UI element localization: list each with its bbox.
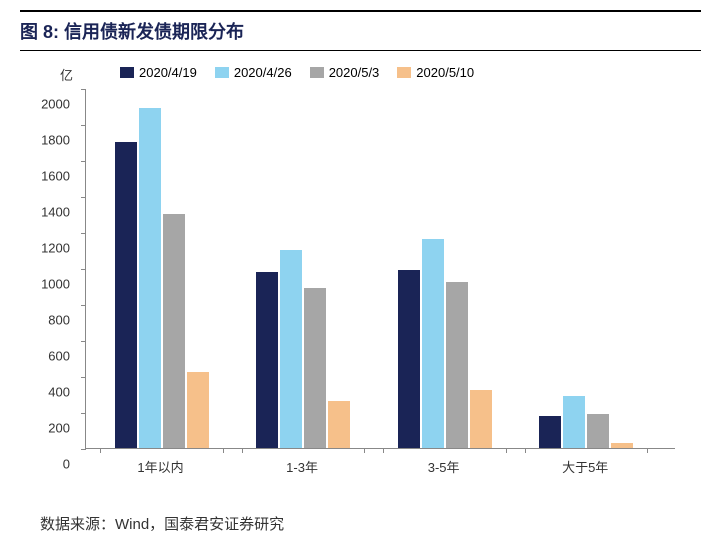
bar: [163, 214, 185, 448]
bar: [280, 250, 302, 448]
y-tick-label: 1400: [30, 205, 70, 220]
y-tick-label: 2000: [30, 97, 70, 112]
bar: [470, 390, 492, 448]
bar: [563, 396, 585, 448]
legend: 2020/4/19 2020/4/26 2020/5/3 2020/5/10: [120, 65, 474, 80]
x-category-label: 大于5年: [562, 457, 608, 476]
bar: [139, 108, 161, 448]
bar: [304, 288, 326, 448]
bar: [398, 270, 420, 448]
y-tick-label: 1000: [30, 277, 70, 292]
chart-area: 亿 2020/4/19 2020/4/26 2020/5/3 2020/5/10…: [30, 59, 690, 489]
y-tick-label: 800: [30, 313, 70, 328]
x-category-label: 3-5年: [428, 457, 460, 476]
legend-label: 2020/4/19: [139, 65, 197, 80]
bar: [328, 401, 350, 448]
y-tick-label: 400: [30, 385, 70, 400]
x-category-label: 1年以内: [137, 457, 183, 476]
legend-swatch: [120, 67, 134, 78]
bar: [187, 372, 209, 448]
bar: [115, 142, 137, 448]
y-tick-label: 0: [30, 457, 70, 472]
legend-label: 2020/5/3: [329, 65, 380, 80]
legend-label: 2020/5/10: [416, 65, 474, 80]
y-tick-label: 1200: [30, 241, 70, 256]
y-tick-label: 200: [30, 421, 70, 436]
legend-label: 2020/4/26: [234, 65, 292, 80]
legend-item: 2020/4/19: [120, 65, 197, 80]
data-source: 数据来源：Wind，国泰君安证券研究: [40, 513, 284, 534]
bar: [256, 272, 278, 448]
x-category-label: 1-3年: [286, 457, 318, 476]
bar: [539, 416, 561, 448]
title-row: 图 8: 信用债新发债期限分布: [20, 10, 701, 51]
legend-item: 2020/5/10: [397, 65, 474, 80]
bar: [422, 239, 444, 448]
y-tick-label: 1600: [30, 169, 70, 184]
y-tick-label: 1800: [30, 133, 70, 148]
chart-title: 图 8: 信用债新发债期限分布: [20, 18, 701, 44]
legend-item: 2020/5/3: [310, 65, 380, 80]
legend-swatch: [215, 67, 229, 78]
legend-swatch: [397, 67, 411, 78]
y-axis-unit: 亿: [60, 65, 73, 84]
y-tick-label: 600: [30, 349, 70, 364]
bar: [587, 414, 609, 448]
bar: [446, 282, 468, 448]
legend-item: 2020/4/26: [215, 65, 292, 80]
plot-area: [85, 89, 675, 449]
bar: [611, 443, 633, 448]
legend-swatch: [310, 67, 324, 78]
